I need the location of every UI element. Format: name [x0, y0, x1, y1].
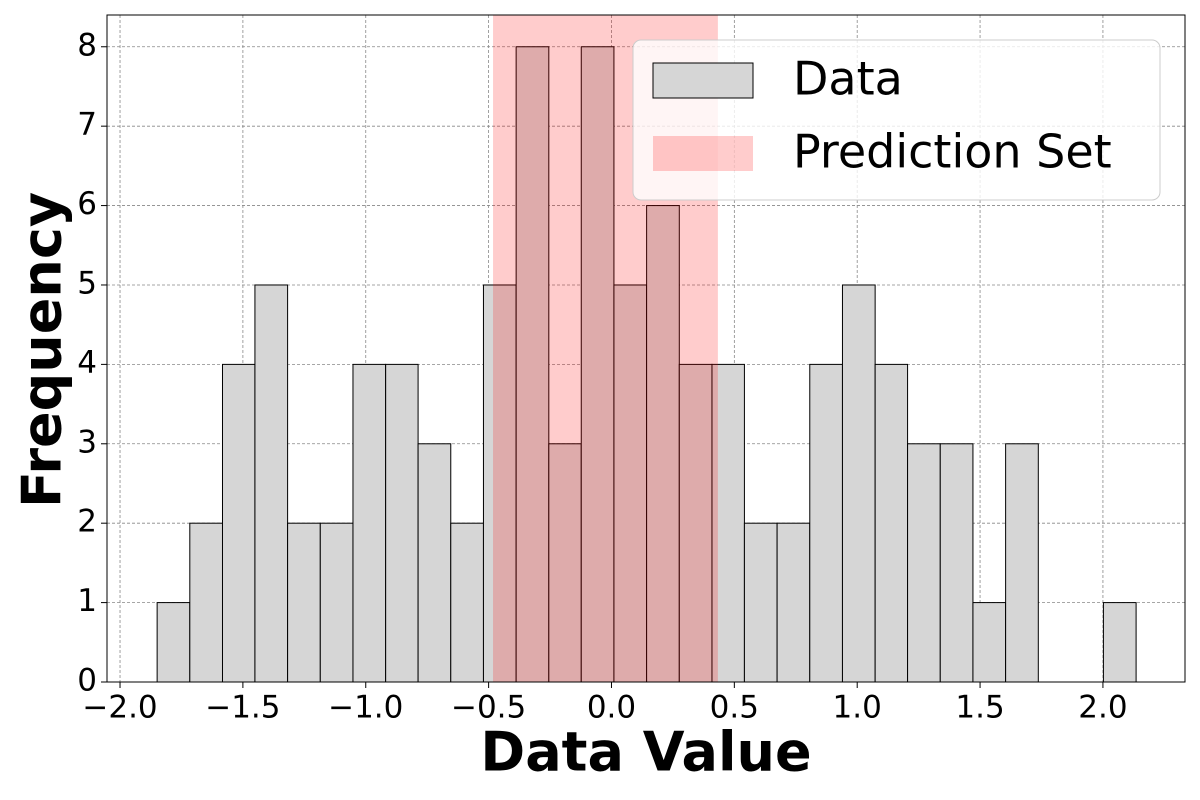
- bar: [841, 284, 876, 683]
- plot-frame: [106, 14, 1186, 683]
- bar: [450, 522, 484, 683]
- y-tick-label: 7: [77, 107, 97, 143]
- y-tick-label: 3: [77, 424, 97, 460]
- legend-swatch: [652, 62, 754, 99]
- bar: [417, 443, 452, 683]
- y-tick-label: 8: [77, 27, 97, 63]
- bar: [743, 522, 778, 683]
- y-tick-label: 1: [77, 583, 97, 619]
- legend-swatch: [653, 136, 753, 171]
- bar: [482, 284, 517, 683]
- x-tick-label: 0.5: [710, 690, 759, 726]
- bar: [385, 363, 419, 683]
- x-tick-label: −0.5: [451, 690, 526, 726]
- legend-label: Data: [793, 52, 903, 106]
- bar: [939, 443, 974, 683]
- bar: [515, 46, 550, 683]
- x-tick-label: 0.0: [587, 690, 636, 726]
- x-tick-label: −1.5: [205, 690, 280, 726]
- bar: [352, 363, 387, 683]
- bar: [1005, 443, 1039, 683]
- bar: [907, 443, 941, 683]
- y-axis-label: Frequency: [11, 192, 74, 508]
- bar: [874, 363, 909, 683]
- bar: [156, 602, 191, 683]
- y-tick-label: 6: [77, 186, 97, 222]
- bar: [972, 602, 1007, 683]
- bar: [254, 284, 289, 683]
- bar: [580, 46, 615, 683]
- bar: [809, 363, 843, 683]
- bar: [776, 522, 811, 683]
- y-tick-label: 0: [77, 663, 97, 699]
- bar: [678, 363, 713, 683]
- bar: [287, 522, 321, 683]
- legend-label: Prediction Set: [793, 125, 1112, 179]
- y-tick-label: 5: [77, 265, 97, 301]
- x-tick-label: 1.5: [955, 690, 1004, 726]
- x-axis-label: Data Value: [480, 721, 811, 784]
- legend-box: [632, 39, 1161, 201]
- bar: [646, 205, 680, 683]
- x-tick-label: 2.0: [1078, 690, 1127, 726]
- x-tick-label: 1.0: [833, 690, 882, 726]
- y-tick-label: 2: [77, 504, 97, 540]
- x-tick-label: −1.0: [328, 690, 403, 726]
- x-tick-label: −2.0: [82, 690, 157, 726]
- y-tick-label: 4: [77, 345, 97, 381]
- bar: [319, 522, 354, 683]
- bar: [613, 284, 648, 683]
- bar: [221, 363, 256, 683]
- bar: [189, 522, 223, 683]
- bar: [1102, 602, 1137, 683]
